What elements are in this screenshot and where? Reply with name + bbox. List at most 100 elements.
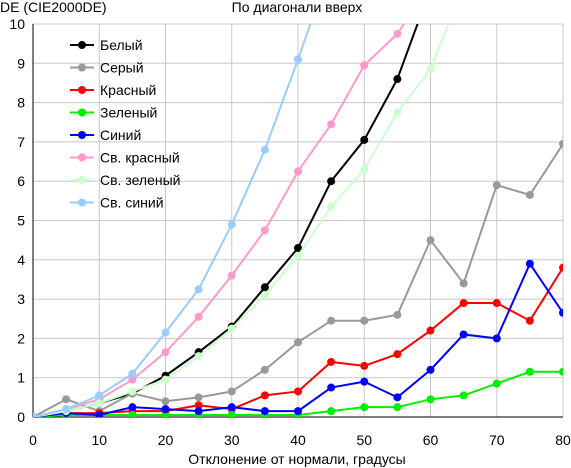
data-point bbox=[294, 387, 302, 396]
data-point bbox=[360, 316, 369, 325]
data-point bbox=[227, 411, 236, 417]
data-point bbox=[393, 75, 402, 84]
legend-marker bbox=[78, 176, 86, 184]
data-point bbox=[95, 391, 104, 400]
legend-marker bbox=[78, 131, 86, 139]
y-tick-label: 1 bbox=[17, 370, 25, 386]
data-point bbox=[459, 279, 468, 288]
x-tick-label: 60 bbox=[423, 432, 439, 448]
y-tick-label: 2 bbox=[17, 330, 25, 346]
series-5 bbox=[33, 259, 563, 417]
x-tick-label: 70 bbox=[489, 432, 505, 448]
plot-area bbox=[33, 24, 563, 417]
legend-marker bbox=[78, 198, 86, 207]
data-point bbox=[327, 177, 336, 186]
data-point bbox=[194, 393, 203, 402]
data-point bbox=[194, 285, 203, 294]
data-point bbox=[128, 387, 137, 396]
data-point bbox=[227, 324, 236, 333]
data-point bbox=[294, 244, 302, 253]
data-point bbox=[294, 407, 302, 416]
tick-labels: 0 1 2 3 4 5 6 7 8 9 10 0 10 20 30 40 50 60 70 80 bbox=[9, 16, 571, 448]
data-point bbox=[559, 308, 563, 317]
data-point bbox=[260, 226, 269, 235]
data-point bbox=[559, 367, 563, 376]
x-tick-label: 50 bbox=[356, 432, 372, 448]
y-tick-label: 0 bbox=[17, 409, 25, 425]
series-line bbox=[33, 24, 312, 417]
data-point bbox=[327, 357, 336, 366]
legend-label: Св. синий bbox=[100, 195, 164, 211]
data-point bbox=[227, 220, 236, 229]
data-point bbox=[426, 236, 435, 245]
data-point bbox=[393, 403, 402, 412]
data-point bbox=[227, 271, 236, 280]
data-point bbox=[360, 135, 369, 144]
y-tick-label: 5 bbox=[17, 213, 25, 229]
legend: Белый Серый Красный Зеленый Синий Св. красный… bbox=[70, 37, 180, 211]
data-point bbox=[492, 181, 501, 190]
y-tick-label: 10 bbox=[9, 16, 25, 32]
data-point bbox=[426, 326, 435, 335]
data-point bbox=[128, 375, 137, 384]
data-point bbox=[525, 316, 534, 325]
data-point bbox=[459, 299, 468, 308]
data-point bbox=[360, 61, 369, 70]
legend-marker bbox=[78, 63, 86, 72]
data-point bbox=[459, 391, 468, 400]
data-point bbox=[559, 263, 563, 272]
data-point bbox=[492, 299, 501, 308]
legend-entry: Св. зеленый bbox=[70, 172, 180, 188]
data-point bbox=[128, 369, 137, 378]
data-point bbox=[95, 399, 104, 408]
legend-label: Красный bbox=[100, 82, 156, 98]
data-point bbox=[95, 411, 104, 417]
data-point bbox=[327, 120, 336, 129]
y-tick-label: 8 bbox=[17, 95, 25, 111]
data-point bbox=[327, 407, 336, 416]
data-point bbox=[360, 361, 369, 370]
y-tick-label: 4 bbox=[17, 252, 25, 268]
y-tick-label: 3 bbox=[17, 291, 25, 307]
legend-entry: Зеленый bbox=[70, 105, 157, 121]
data-point bbox=[492, 334, 501, 343]
data-point bbox=[260, 391, 269, 400]
x-tick-label: 30 bbox=[224, 432, 240, 448]
data-point bbox=[294, 55, 302, 64]
data-point bbox=[227, 387, 236, 396]
data-point bbox=[393, 29, 402, 38]
data-point bbox=[360, 165, 369, 174]
data-point bbox=[559, 139, 563, 148]
data-point bbox=[260, 283, 269, 292]
data-point bbox=[294, 338, 302, 347]
data-point bbox=[327, 202, 336, 211]
data-point bbox=[227, 403, 236, 412]
legend-entry: Св. синий bbox=[70, 195, 164, 211]
series-2 bbox=[33, 139, 563, 417]
legend-marker bbox=[78, 108, 86, 117]
data-point bbox=[161, 328, 170, 337]
data-point bbox=[426, 365, 435, 374]
legend-entry: Св. красный bbox=[70, 150, 180, 166]
data-point bbox=[260, 365, 269, 374]
data-point bbox=[393, 310, 402, 319]
series-8 bbox=[33, 24, 312, 417]
x-tick-label: 40 bbox=[290, 432, 306, 448]
data-point bbox=[393, 350, 402, 359]
data-point bbox=[161, 375, 170, 384]
series-3 bbox=[33, 263, 563, 417]
data-point bbox=[294, 167, 302, 176]
data-point bbox=[327, 316, 336, 325]
data-point bbox=[194, 312, 203, 321]
y-axis-label: DE (CIE2000DE) bbox=[0, 0, 107, 15]
series-7 bbox=[33, 24, 450, 417]
legend-label: Св. красный bbox=[100, 150, 180, 166]
y-tick-label: 6 bbox=[17, 173, 25, 189]
legend-marker bbox=[78, 86, 86, 94]
data-point bbox=[393, 108, 402, 117]
legend-entry: Серый bbox=[70, 60, 144, 76]
data-point bbox=[128, 403, 137, 412]
data-point bbox=[525, 190, 534, 199]
data-point bbox=[161, 405, 170, 414]
